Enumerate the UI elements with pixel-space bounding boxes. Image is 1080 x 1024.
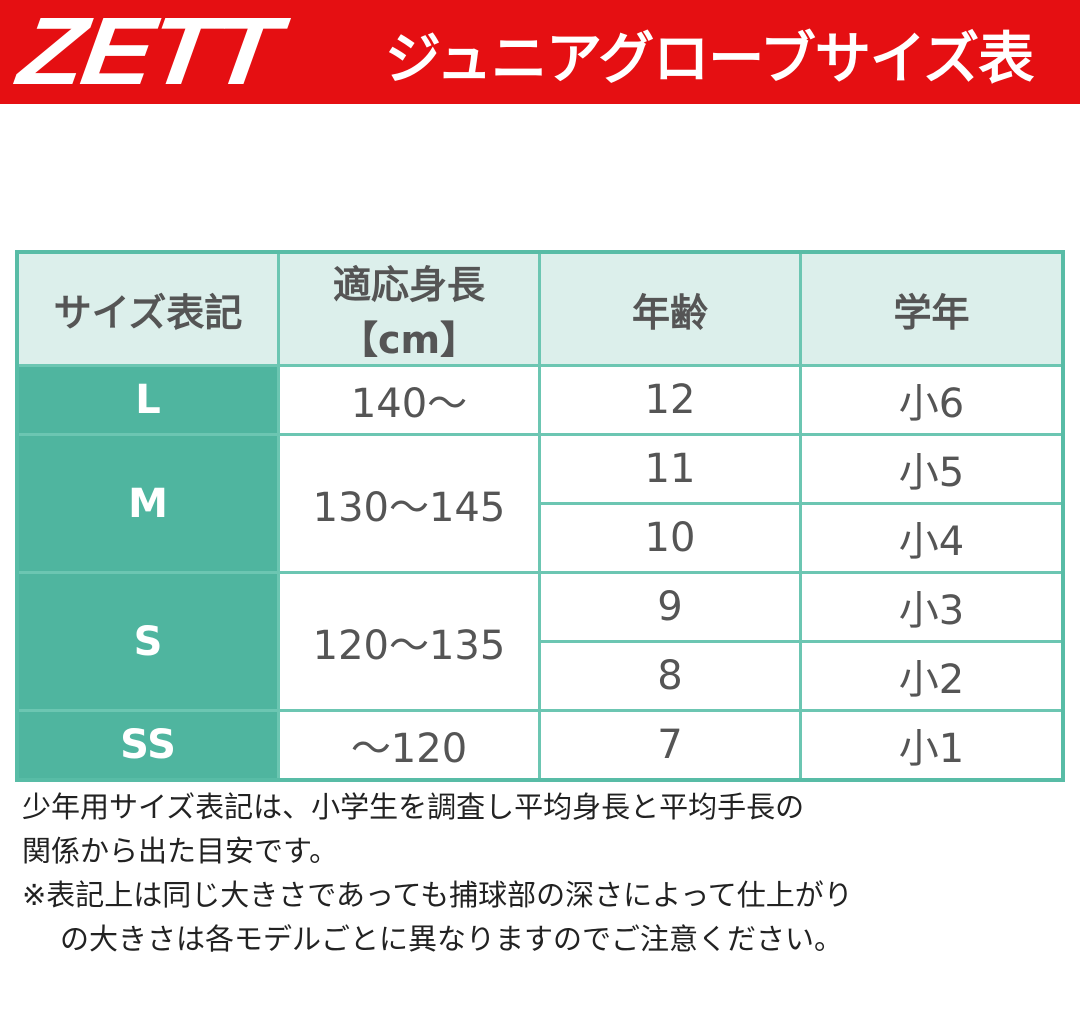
age-cell: 9: [538, 571, 802, 643]
grade-cell: 小4: [799, 502, 1065, 574]
grade-cell: 小5: [799, 433, 1065, 505]
notes: 少年用サイズ表記は、小学生を調査し平均身長と平均手長の 関係から出た目安です。 …: [22, 785, 853, 961]
table-row: L 140〜 12 小6: [15, 364, 1065, 436]
grade-cell: 小1: [799, 709, 1065, 782]
col-grade: 学年: [799, 250, 1065, 367]
size-cell: L: [15, 364, 280, 436]
table-row: S 120〜135 9 小3: [15, 571, 1065, 712]
age-cell: 11: [538, 433, 802, 505]
col-size: サイズ表記: [15, 250, 280, 367]
height-cell: 〜120: [277, 709, 541, 782]
size-cell: M: [15, 433, 280, 574]
note-line: ※表記上は同じ大きさであっても捕球部の深さによって仕上がり: [22, 878, 853, 912]
table-row: 10 小4: [17, 502, 1065, 574]
grade-cell: 小3: [799, 571, 1065, 643]
height-cell: 130〜145: [277, 433, 541, 574]
header-banner: ZETT ジュニアグローブサイズ表: [0, 0, 1080, 105]
col-age: 年齢: [538, 250, 802, 367]
grade-cell: 小6: [799, 364, 1065, 436]
table-row: 8 小2: [17, 640, 1065, 712]
table-header-row: サイズ表記 適応身長【cm】 年齢 学年: [15, 250, 1065, 367]
zett-logo: ZETT: [13, 0, 283, 105]
grade-cell: 小2: [799, 640, 1065, 712]
size-cell: S: [15, 571, 280, 712]
height-cell: 120〜135: [277, 571, 541, 712]
note-line: の大きさは各モデルごとに異なりますのでご注意ください。: [60, 922, 844, 956]
note-line: 少年用サイズ表記は、小学生を調査し平均身長と平均手長の: [22, 790, 805, 824]
table-row: SS 〜120 7 小1: [15, 709, 1065, 782]
table-row: M 130〜145 11 小5: [15, 433, 1065, 574]
size-table: サイズ表記 適応身長【cm】 年齢 学年 L 140〜 12 小6 M 130〜…: [15, 250, 1065, 782]
age-cell: 10: [538, 502, 802, 574]
age-cell: 7: [538, 709, 802, 782]
height-cell: 140〜: [277, 364, 541, 436]
note-line: 関係から出た目安です。: [22, 834, 339, 868]
age-cell: 12: [538, 364, 802, 436]
brand-text: ZETT: [12, 0, 283, 105]
age-cell: 8: [538, 640, 802, 712]
col-height: 適応身長【cm】: [277, 250, 541, 367]
page-title: ジュニアグローブサイズ表: [385, 27, 1034, 92]
size-cell: SS: [15, 709, 280, 782]
